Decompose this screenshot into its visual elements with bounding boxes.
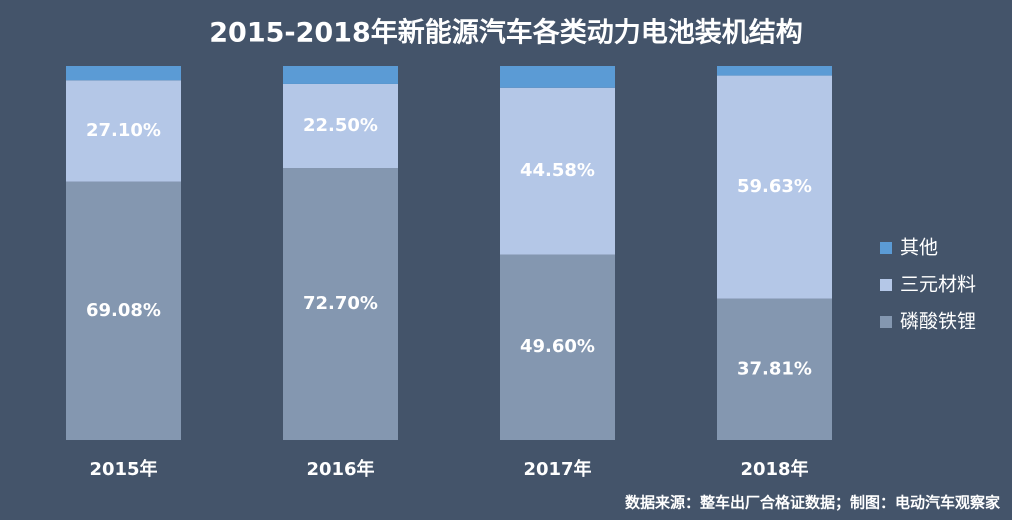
data-label: 27.10% xyxy=(86,120,161,141)
data-label: 37.81% xyxy=(737,358,812,379)
data-label: 22.50% xyxy=(303,115,378,136)
legend-swatch xyxy=(880,242,892,254)
x-tick-label: 2018年 xyxy=(740,458,808,480)
data-label: 59.63% xyxy=(737,176,812,197)
bar-segment xyxy=(500,66,615,88)
bar-segment xyxy=(717,66,832,76)
legend-swatch xyxy=(880,279,892,291)
bar-segment xyxy=(717,298,832,440)
legend-swatch xyxy=(880,316,892,328)
bar-segment xyxy=(283,83,398,169)
x-tick-label: 2017年 xyxy=(523,458,591,480)
data-label: 49.60% xyxy=(520,336,595,357)
bar-segment xyxy=(66,80,181,182)
bar-segment xyxy=(717,75,832,299)
bar-segment xyxy=(283,66,398,84)
x-tick-label: 2015年 xyxy=(89,458,157,480)
x-tick-label: 2016年 xyxy=(306,458,374,480)
legend-label: 磷酸铁锂 xyxy=(900,311,976,333)
legend-label: 三元材料 xyxy=(900,274,976,296)
chart-title: 2015-2018年新能源汽车各类动力电池装机结构 xyxy=(209,17,803,49)
bar-segment xyxy=(66,66,181,81)
source-note: 数据来源：整车出厂合格证数据；制图：电动汽车观察家 xyxy=(625,494,1000,512)
data-label: 44.58% xyxy=(520,160,595,181)
bar-segment xyxy=(283,168,398,441)
data-label: 72.70% xyxy=(303,293,378,314)
bar-segment xyxy=(500,87,615,255)
legend-label: 其他 xyxy=(900,237,938,259)
data-label: 69.08% xyxy=(86,300,161,321)
bar-segment xyxy=(66,181,181,440)
bar-segment xyxy=(500,254,615,440)
